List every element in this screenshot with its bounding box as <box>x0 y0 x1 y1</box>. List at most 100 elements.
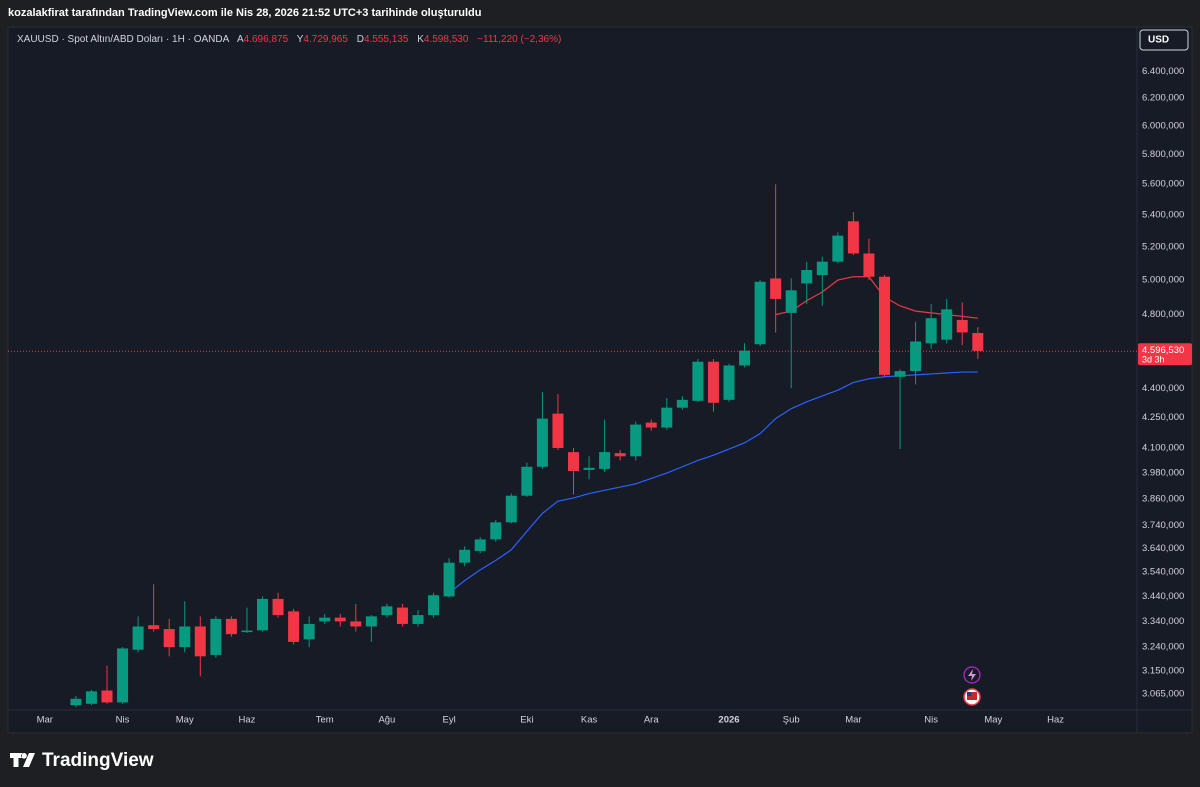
chart-panel <box>7 26 1193 734</box>
candle-body <box>288 611 300 642</box>
candle-body <box>148 625 160 630</box>
candle-body <box>132 626 144 650</box>
x-tick-label: Eki <box>520 715 533 726</box>
candle-body <box>832 235 844 262</box>
y-tick-label: 3.540,000 <box>1142 567 1184 578</box>
x-tick-label: Mar <box>845 715 861 726</box>
y-tick-label: 5.000,000 <box>1142 275 1184 286</box>
candle-body <box>381 606 393 616</box>
candle-body <box>754 281 766 345</box>
ohlc-value: 4.696,875 <box>244 34 289 45</box>
brand: TradingView <box>42 750 154 771</box>
y-tick-label: 4.250,000 <box>1142 412 1184 423</box>
caption: kozalakfirat tarafından TradingView.com … <box>8 7 481 19</box>
candle-body <box>474 539 486 551</box>
x-tick-label: May <box>176 715 194 726</box>
candle-body <box>536 418 548 467</box>
countdown: 3d 3h <box>1142 355 1165 365</box>
x-tick-label: Haz <box>238 715 255 726</box>
candle-body <box>676 399 688 408</box>
y-tick-label: 3.065,000 <box>1142 689 1184 700</box>
candle-body <box>334 617 346 622</box>
candle-body <box>505 495 517 523</box>
candle-body <box>257 598 268 631</box>
brand-logo <box>10 753 35 767</box>
x-tick-label: Ağu <box>378 715 395 726</box>
y-tick-label: 3.980,000 <box>1142 468 1184 479</box>
y-tick-label: 6.200,000 <box>1142 93 1184 104</box>
candle-body <box>723 365 735 400</box>
candle-body <box>941 309 953 340</box>
candle-body <box>645 422 657 428</box>
x-tick-label: Eyl <box>442 715 455 726</box>
candle-body <box>163 629 175 648</box>
last-price-label: 4.596,530 <box>1142 345 1184 356</box>
candle-body <box>428 595 440 616</box>
y-tick-label: 5.400,000 <box>1142 210 1184 221</box>
candle-body <box>303 623 315 640</box>
y-tick-label: 4.100,000 <box>1142 442 1184 453</box>
ma-line <box>448 371 978 594</box>
candle-body <box>396 607 408 624</box>
candle-body <box>101 690 113 703</box>
candle-body <box>770 278 782 299</box>
x-tick-label: Tem <box>316 715 334 726</box>
candle-body <box>365 616 377 627</box>
x-tick-label: Mar <box>37 715 53 726</box>
ohlc-key: D <box>357 34 364 45</box>
x-tick-label: Nis <box>924 715 938 726</box>
candle-body <box>194 626 206 657</box>
candle-body <box>630 424 642 457</box>
y-tick-label: 6.400,000 <box>1142 66 1184 77</box>
x-tick-label: Haz <box>1047 715 1064 726</box>
candle-body <box>568 452 579 471</box>
candle-body <box>707 361 719 403</box>
legend: XAUUSD · Spot Altın/ABD Doları · 1H · OA… <box>17 34 561 45</box>
candle-body <box>847 221 859 254</box>
y-tick-label: 5.600,000 <box>1142 179 1184 190</box>
candle-body <box>350 621 362 627</box>
candle-body <box>117 648 129 703</box>
y-tick-label: 4.400,000 <box>1142 383 1184 394</box>
candle-body <box>599 452 611 469</box>
candle-body <box>85 691 97 704</box>
ohlc-key: A <box>237 34 244 45</box>
last-price-box <box>1138 343 1192 366</box>
y-tick-label: 5.800,000 <box>1142 149 1184 160</box>
candle-body <box>443 562 455 597</box>
y-tick-label: 3.860,000 <box>1142 494 1184 505</box>
candle-body <box>785 290 797 313</box>
candle-body <box>972 333 984 351</box>
candle-body <box>583 467 595 470</box>
candle-body <box>956 319 968 333</box>
currency-button[interactable] <box>1139 29 1189 51</box>
plot-area <box>70 184 984 708</box>
candle-body <box>801 270 813 284</box>
candle-body <box>879 276 890 375</box>
symbol: XAUUSD · Spot Altın/ABD Doları · 1H · OA… <box>17 34 230 45</box>
candle-body <box>241 630 253 633</box>
y-tick-label: 3.240,000 <box>1142 642 1184 653</box>
candle-body <box>459 549 471 563</box>
x-tick-label: Nis <box>116 715 130 726</box>
y-tick-label: 5.200,000 <box>1142 241 1184 252</box>
candle-body <box>521 466 533 496</box>
ohlc-value: 4.729,965 <box>303 34 348 45</box>
ohlc-value: 4.598,530 <box>424 34 469 45</box>
candle-body <box>863 253 875 277</box>
y-tick-label: 4.800,000 <box>1142 309 1184 320</box>
candle-body <box>70 698 82 706</box>
candle-body <box>910 341 922 372</box>
candle-body <box>692 361 704 401</box>
candle-body <box>225 618 237 635</box>
candle-body <box>210 618 222 655</box>
candle-body <box>614 453 626 457</box>
x-tick-label: Şub <box>783 715 800 726</box>
ohlc-value: 4.555,135 <box>364 34 409 45</box>
x-tick-label: May <box>984 715 1002 726</box>
candle-body <box>925 318 937 344</box>
currency[interactable]: USD <box>1148 35 1169 46</box>
y-tick-label: 3.340,000 <box>1142 616 1184 627</box>
flag-canton <box>967 692 972 696</box>
